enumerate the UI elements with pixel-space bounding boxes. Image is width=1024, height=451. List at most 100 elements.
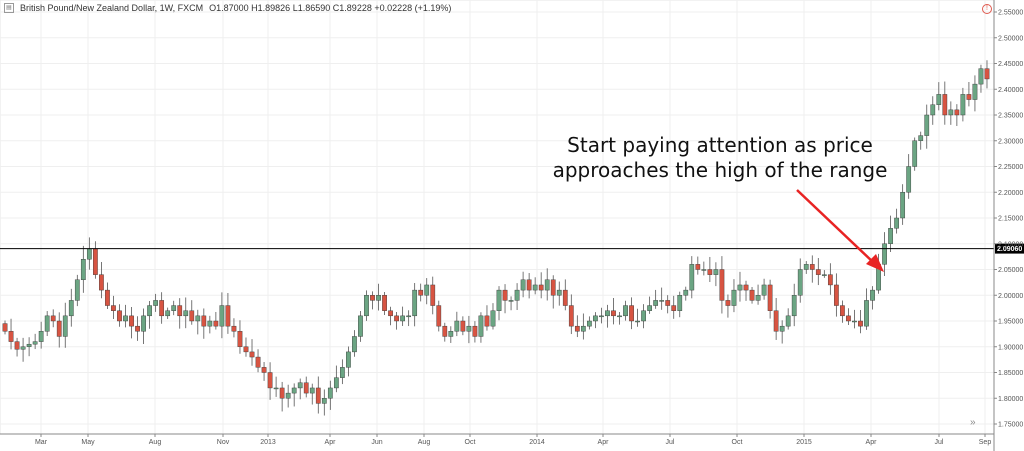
candle-body (960, 94, 966, 116)
candle-body (948, 109, 954, 116)
candle-body (864, 300, 869, 327)
candle-body (430, 284, 436, 306)
candle-body (719, 269, 725, 301)
candle-body (195, 315, 201, 322)
candle-body (520, 279, 526, 291)
candle-body (165, 310, 171, 317)
candle-body (255, 356, 261, 368)
candle-body (388, 310, 393, 317)
candle-body (105, 289, 110, 306)
candle-body (472, 325, 478, 337)
candle-body (436, 305, 442, 327)
price-axis[interactable]: 2.55000 2.50000 2.45000 2.40000 2.35000 2.300… (993, 0, 1023, 451)
candle-body (930, 104, 936, 116)
candle-body (731, 289, 737, 306)
candle-body (580, 325, 586, 332)
candle-body (677, 295, 683, 311)
candle-body (213, 320, 219, 327)
candle-body (568, 305, 574, 327)
candle-body (309, 387, 315, 394)
alert-icon[interactable]: ! (982, 4, 992, 14)
x-tick-label: Oct (732, 439, 743, 446)
candle-body (532, 284, 538, 291)
candle-body (333, 377, 339, 389)
y-tick-label: 2.15000 (998, 216, 1023, 223)
candle-body (123, 315, 128, 322)
candle-body (737, 284, 743, 291)
y-tick-label: 2.45000 (998, 61, 1023, 68)
candle-body (171, 305, 177, 311)
candle-body (68, 300, 74, 317)
candle-body (267, 372, 273, 389)
candle-body (659, 300, 665, 302)
x-tick-label: 2014 (529, 439, 545, 446)
candle-body (291, 387, 297, 394)
candle-body (460, 320, 466, 332)
candle-body (490, 310, 496, 327)
candle-body (56, 320, 62, 337)
x-tick-label: Apr (866, 439, 878, 446)
candle-body (183, 310, 189, 317)
candle-body (321, 398, 327, 404)
candle-body (761, 284, 767, 296)
candle-body (117, 310, 122, 322)
candle-body (671, 305, 677, 311)
chart-symbol-icon[interactable]: ▤ (4, 3, 14, 13)
high-value: 1.89826 (257, 3, 291, 13)
candle-body (599, 315, 604, 318)
candle-body (44, 315, 50, 332)
candle-body (86, 248, 92, 260)
close-label: C (332, 3, 340, 13)
candle-body (966, 94, 972, 100)
candle-body (225, 305, 231, 327)
ohlc-readout: O1.87000 H1.89826 L1.86590 C1.89228 +0.0… (209, 3, 451, 13)
candle-body (327, 387, 333, 399)
candle-body (261, 367, 267, 373)
candle-body (623, 305, 628, 317)
candle-body (442, 325, 448, 337)
y-tick-label: 2.20000 (998, 190, 1023, 197)
candle-body (888, 228, 893, 244)
range-high-line: 2.09060 (0, 243, 1024, 254)
candle-body (791, 295, 797, 317)
grid (0, 0, 995, 435)
candle-body (882, 243, 887, 265)
candle-body (556, 289, 562, 296)
x-tick-label: Jul (666, 439, 675, 446)
time-axis[interactable]: Mar May Aug Nov 2013 Apr Jun Aug Oct 2014 Apr Jul Oc… (0, 433, 994, 446)
x-tick-label: 2015 (796, 439, 812, 446)
y-tick-label: 1.90000 (998, 344, 1023, 351)
candle-body (177, 305, 183, 317)
symbol-header: ▤ British Pound/New Zealand Dollar, 1W, … (4, 3, 451, 13)
candle-body (821, 274, 827, 276)
candle-body (99, 274, 104, 291)
annotation-text: Start paying attention as price approach… (520, 133, 920, 183)
candle-body (237, 331, 243, 347)
candle-body (767, 284, 773, 311)
x-tick-label: Mar (35, 439, 48, 446)
candle-body (279, 387, 285, 399)
double-chevron-right-icon[interactable]: » (970, 417, 976, 428)
candle-body (550, 279, 556, 296)
candle-body (297, 382, 303, 389)
candle-body (900, 192, 906, 219)
candle-body (701, 269, 707, 271)
x-tick-label: Jul (935, 439, 944, 446)
candle-body (74, 279, 80, 301)
candle-body (593, 315, 598, 322)
candle-body (303, 382, 309, 394)
candle-body (315, 387, 321, 404)
candle-body (936, 94, 942, 105)
candle-body (201, 315, 207, 327)
candle-body (159, 300, 165, 317)
candle-body (364, 295, 369, 317)
candle-body (924, 114, 930, 136)
y-tick-label: 2.35000 (998, 113, 1023, 120)
candle-body (984, 68, 990, 80)
candle-body (617, 315, 622, 318)
candle-body (14, 341, 20, 350)
candle-body (340, 367, 345, 378)
candle-body (412, 289, 418, 317)
